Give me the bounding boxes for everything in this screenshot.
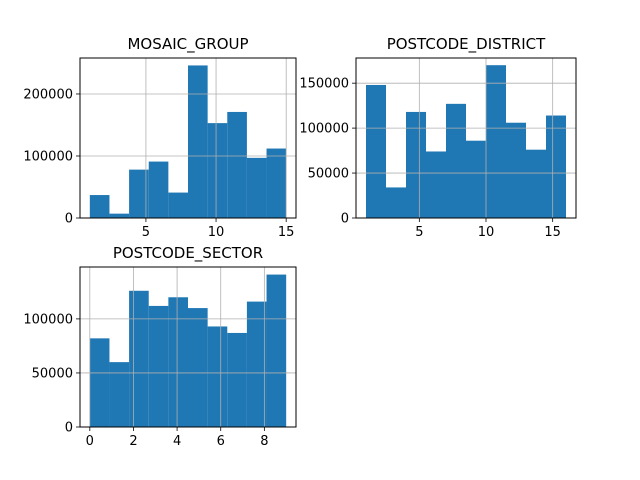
postcode-sector-x-tick-label: 4 (173, 434, 181, 449)
postcode-sector-bar (109, 362, 130, 427)
postcode-sector-bar (246, 301, 267, 427)
postcode-district-y-tick-label: 150000 (299, 77, 349, 92)
mosaic-group-x-tick-label: 10 (208, 225, 225, 240)
postcode-sector-x-tick-label: 6 (217, 434, 225, 449)
postcode-sector-y-tick-label: 50000 (32, 366, 73, 381)
mosaic-group-bar (207, 123, 228, 218)
postcode-district-x-tick-label: 5 (415, 225, 423, 240)
postcode-sector-bar (168, 297, 188, 427)
mosaic-group-title: MOSAIC_GROUP (127, 35, 248, 54)
postcode-district-y-tick-label: 50000 (308, 167, 349, 182)
postcode-district-bar (506, 122, 526, 218)
postcode-district-x-tick-label: 10 (478, 225, 495, 240)
postcode-sector-bar (207, 326, 228, 427)
postcode-sector-bar (227, 332, 247, 427)
mosaic-group-x-tick-label: 15 (278, 225, 295, 240)
postcode-district-bar (526, 149, 546, 218)
mosaic-group-x-tick-label: 5 (142, 225, 150, 240)
postcode-sector-y-tick-label: 0 (65, 421, 73, 436)
postcode-sector-bar (266, 274, 287, 427)
mosaic-group-bar (129, 169, 149, 218)
mosaic-group-bar (246, 157, 267, 218)
mosaic-group-bar (109, 213, 130, 218)
mosaic-group-y-tick-label: 100000 (23, 149, 73, 164)
postcode-district-bar (426, 151, 446, 218)
mosaic-group-bar (266, 148, 287, 218)
mosaic-group-bar (148, 161, 169, 218)
postcode-district-bar (406, 111, 426, 218)
subplot-postcode-sector: 0 2 4 6 8 0 50000 100000 POSTCODE_SECTOR (23, 244, 297, 449)
mosaic-group-bar (188, 65, 208, 218)
postcode-sector-x-tick-label: 2 (129, 434, 137, 449)
postcode-sector-bar (148, 305, 169, 427)
postcode-district-y-tick-label: 100000 (299, 122, 349, 137)
postcode-district-title: POSTCODE_DISTRICT (387, 35, 546, 54)
postcode-sector-bar (188, 308, 208, 427)
postcode-district-bar (386, 187, 406, 218)
mosaic-group-y-tick-label: 200000 (23, 87, 73, 102)
postcode-sector-title: POSTCODE_SECTOR (113, 244, 263, 263)
postcode-sector-bar (89, 338, 110, 427)
postcode-sector-x-tick-label: 8 (260, 434, 268, 449)
postcode-district-x-tick-label: 15 (544, 225, 561, 240)
postcode-sector-y-tick-label: 100000 (23, 312, 73, 327)
mosaic-group-bar (89, 195, 110, 218)
mosaic-group-axes-frame (79, 57, 297, 219)
postcode-district-axes-frame (355, 57, 577, 219)
subplot-postcode-district: 5 10 15 0 50000 100000 150000 POSTCODE_DISTRICT (299, 35, 577, 240)
postcode-district-bar (366, 84, 386, 218)
postcode-district-bar (466, 140, 486, 218)
postcode-sector-axes-frame (79, 266, 297, 428)
postcode-sector-x-tick-label: 0 (86, 434, 94, 449)
postcode-district-bar (486, 65, 506, 218)
mosaic-group-y-tick-label: 0 (65, 212, 73, 227)
postcode-district-bar (546, 115, 566, 218)
postcode-district-y-tick-label: 0 (341, 212, 349, 227)
mosaic-group-bar (168, 192, 188, 218)
subplot-mosaic-group: 5 10 15 0 100000 200000 MOSAIC_GROUP (23, 35, 297, 240)
postcode-sector-bar (129, 290, 149, 427)
postcode-district-bar (446, 103, 466, 218)
mosaic-group-bar (227, 111, 247, 218)
